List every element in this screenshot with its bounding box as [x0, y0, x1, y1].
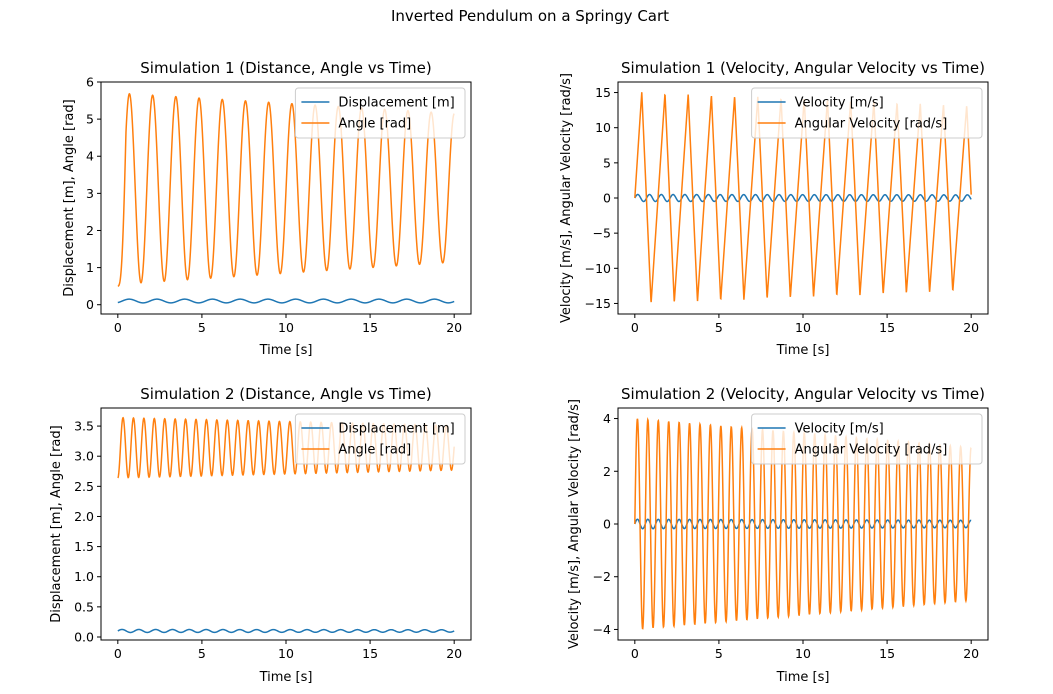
subplot-3-ytick-label: 0.5 — [74, 599, 94, 614]
subplot-3-series-line-2 — [117, 416, 455, 479]
subplot-2-plot-area: 0 5 10 15 20 −15 −10 −5 0 5 10 15 Velocity [m/s] Angu… — [585, 81, 989, 335]
subplot-4-legend-label-1: Velocity [m/s] — [795, 422, 884, 437]
subplot-3-xtick-label: 20 — [446, 646, 462, 661]
subplot-2-ytick-label: −10 — [585, 261, 611, 276]
subplot-2-xlabel: Time [s] — [776, 343, 830, 358]
subplot-3-xtick-label: 0 — [114, 646, 122, 661]
subplot-3-xlabel: Time [s] — [259, 670, 313, 685]
subplot-1-ytick-label: 0 — [86, 297, 94, 312]
subplot-4-xlabel: Time [s] — [776, 670, 830, 685]
subplot-1: Simulation 1 (Distance, Angle vs Time) T… — [62, 59, 472, 358]
subplot-3-xtick-label: 5 — [198, 646, 206, 661]
subplot-2-ytick-label: 10 — [595, 120, 611, 135]
subplot-4-xtick-label: 20 — [963, 646, 979, 661]
subplot-2-xtick-label: 15 — [879, 320, 895, 335]
subplot-3-legend-box — [294, 413, 466, 465]
subplot-1-xtick-label: 20 — [446, 320, 462, 335]
subplot-2-legend-label-2: Angular Velocity [rad/s] — [795, 117, 948, 132]
subplot-4-xtick-label: 10 — [795, 646, 811, 661]
subplot-3-xtick-label: 15 — [362, 646, 378, 661]
subplot-2-xtick-label: 5 — [715, 320, 723, 335]
subplot-4-legend-label-2: Angular Velocity [rad/s] — [795, 443, 948, 458]
subplot-1-xtick-label: 0 — [114, 320, 122, 335]
subplot-1-series-line-2 — [117, 92, 455, 287]
subplot-3-ytick-label: 2.5 — [74, 479, 94, 494]
subplot-3-ytick-label: 3.5 — [74, 419, 94, 434]
subplot-2: Simulation 1 (Velocity, Angular Velocity… — [559, 59, 989, 358]
subplot-1-ytick-label: 1 — [86, 260, 94, 275]
subplot-1-legend: Displacement [m] Angle [rad] — [294, 87, 466, 139]
subplot-1-ytick-label: 5 — [86, 112, 94, 127]
subplot-4-legend-box — [751, 413, 983, 465]
subplot-1-ylabel: Displacement [m], Angle [rad] — [62, 99, 77, 296]
subplot-4-ylabel: Velocity [m/s], Angular Velocity [rad/s] — [567, 399, 582, 649]
subplot-2-legend-box — [751, 87, 983, 139]
subplot-3-ytick-label: 3.0 — [74, 449, 94, 464]
subplot-3-ytick-label: 1.0 — [74, 569, 94, 584]
figure-suptitle: Inverted Pendulum on a Springy Cart — [391, 7, 669, 25]
subplot-4: Simulation 2 (Velocity, Angular Velocity… — [567, 385, 989, 685]
subplot-3-legend-label-1: Displacement [m] — [338, 422, 454, 437]
subplot-2-legend-label-1: Velocity [m/s] — [795, 96, 884, 111]
subplot-2-title: Simulation 1 (Velocity, Angular Velocity… — [621, 59, 985, 77]
subplot-4-xtick-label: 5 — [715, 646, 723, 661]
subplot-1-legend-label-2: Angle [rad] — [338, 117, 411, 132]
subplot-4-xtick-label: 0 — [631, 646, 639, 661]
subplot-1-plot-area: 0 5 10 15 20 0 1 2 3 4 5 6 Displacement [m] Angle [ra… — [86, 75, 472, 335]
subplot-1-ytick-label: 3 — [86, 186, 94, 201]
subplot-2-ylabel: Velocity [m/s], Angular Velocity [rad/s] — [559, 73, 574, 323]
subplot-2-series-line-1 — [634, 193, 972, 203]
subplot-2-xtick-label: 20 — [963, 320, 979, 335]
subplot-4-ytick-label: −4 — [593, 622, 611, 637]
subplot-1-xlabel: Time [s] — [259, 343, 313, 358]
subplot-1-legend-box — [294, 87, 466, 139]
subplot-4-series-line-1 — [634, 518, 972, 530]
subplot-1-xtick-label: 15 — [362, 320, 378, 335]
subplot-3-series-line-1 — [117, 628, 455, 634]
subplot-3-legend: Displacement [m] Angle [rad] — [294, 413, 466, 465]
subplot-1-title: Simulation 1 (Distance, Angle vs Time) — [140, 59, 431, 77]
subplot-4-ytick-label: 4 — [603, 411, 611, 426]
subplot-1-xtick-label: 5 — [198, 320, 206, 335]
subplot-3-ylabel: Displacement [m], Angle [rad] — [49, 425, 64, 622]
subplot-4-ytick-label: 2 — [603, 464, 611, 479]
subplot-4-xtick-label: 15 — [879, 646, 895, 661]
subplot-2-ytick-label: 5 — [603, 155, 611, 170]
subplot-1-ytick-label: 6 — [86, 75, 94, 90]
subplot-1-ytick-label: 2 — [86, 223, 94, 238]
subplot-3-xtick-label: 10 — [278, 646, 294, 661]
subplot-2-ytick-label: −5 — [593, 226, 611, 241]
subplot-4-legend: Velocity [m/s] Angular Velocity [rad/s] — [751, 413, 983, 465]
subplot-3-title: Simulation 2 (Distance, Angle vs Time) — [140, 385, 431, 403]
subplot-2-ytick-label: 15 — [595, 85, 611, 100]
subplot-1-xtick-label: 10 — [278, 320, 294, 335]
subplot-2-xtick-label: 10 — [795, 320, 811, 335]
subplot-1-legend-label-1: Displacement [m] — [338, 96, 454, 111]
subplot-3-plot-area: 0 5 10 15 20 0.0 0.5 1.0 1.5 2.0 2.5 3.0 3.5 Displace… — [74, 407, 472, 661]
subplot-3-ytick-label: 1.5 — [74, 539, 94, 554]
subplot-3-legend-label-2: Angle [rad] — [338, 443, 411, 458]
subplot-3-ytick-label: 0.0 — [74, 629, 94, 644]
subplot-1-series-line-1 — [117, 298, 455, 304]
subplot-4-ytick-label: −2 — [593, 569, 611, 584]
subplot-2-ytick-label: 0 — [603, 191, 611, 206]
subplot-3: Simulation 2 (Distance, Angle vs Time) T… — [49, 385, 472, 685]
subplot-2-xtick-label: 0 — [631, 320, 639, 335]
subplot-4-ytick-label: 0 — [603, 517, 611, 532]
subplot-4-title: Simulation 2 (Velocity, Angular Velocity… — [621, 385, 985, 403]
subplot-2-ytick-label: −15 — [585, 296, 611, 311]
subplot-4-plot-area: 0 5 10 15 20 −4 −2 0 2 4 Velocity [m/s] Angular Vel… — [593, 407, 989, 661]
subplot-1-ytick-label: 4 — [86, 149, 94, 164]
subplot-3-ytick-label: 2.0 — [74, 509, 94, 524]
subplot-2-legend: Velocity [m/s] Angular Velocity [rad/s] — [751, 87, 983, 139]
